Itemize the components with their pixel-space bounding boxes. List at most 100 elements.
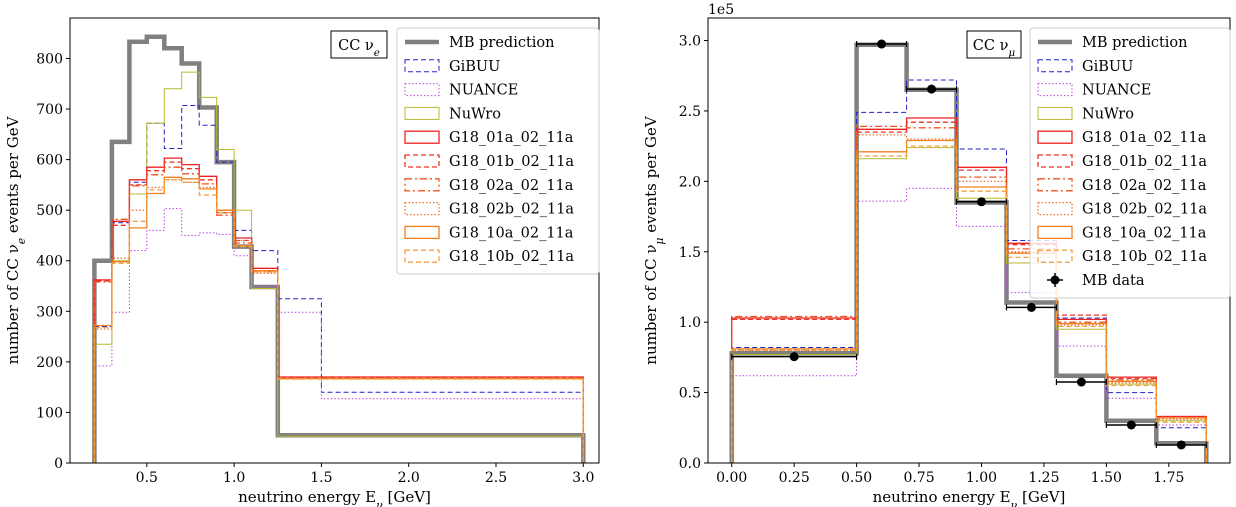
legend-swatch — [1050, 275, 1060, 285]
data-marker — [789, 352, 799, 362]
legend-label: G18_10b_02_11a — [449, 249, 574, 265]
x-axis-label: neutrino energy Eν [GeV] — [238, 488, 431, 507]
chart-1: 0.5 1.0 1.5 2.0 2.5 3.0 0 100 200 300 400 500 600 700… — [4, 17, 600, 507]
x-tick-label: 1.75 — [1153, 470, 1184, 486]
legend-label: G18_10a_02_11a — [449, 225, 574, 241]
legend-label: NUANCE — [1082, 83, 1151, 99]
legend-swatch — [404, 249, 440, 263]
y-tick-label: 0.0 — [679, 456, 701, 472]
chart-2: 0.00 0.25 0.50 0.75 1.00 1.25 1.50 1.75 0.0 0.5 1.… — [642, 2, 1231, 507]
data-marker — [1126, 420, 1136, 430]
tag-label: CC νμ — [973, 38, 1016, 59]
legend-box — [1029, 27, 1231, 299]
y-tick-label: 1.0 — [679, 315, 701, 331]
legend-label: G18_01b_02_11a — [449, 154, 574, 170]
series-line-g18-01a-02-11a — [93, 157, 584, 463]
y-axis-label: number of CC νμ events per GeV — [642, 115, 666, 365]
data-point — [1005, 302, 1058, 312]
y-tick-label: 600 — [36, 153, 63, 169]
data-point — [1105, 420, 1157, 430]
legend-label: G18_02a_02_11a — [1082, 178, 1207, 194]
series-line-g18-10b-02-11a — [93, 179, 584, 463]
data-point — [905, 84, 958, 94]
y-tick-label: 400 — [36, 254, 63, 270]
legend-label: GiBUU — [1082, 59, 1133, 75]
plot-area — [729, 39, 1209, 463]
legend-swatch — [404, 201, 440, 216]
data-marker — [877, 39, 887, 49]
data-point — [955, 197, 1008, 207]
series-line-nuwro — [93, 71, 584, 463]
legend-label: NuWro — [449, 106, 501, 122]
x-tick-label: 0.75 — [903, 470, 934, 486]
data-point — [731, 352, 858, 362]
legend-swatch — [1037, 106, 1073, 120]
legend-label: MB prediction — [1082, 35, 1187, 51]
y-tick-label: 2.5 — [679, 104, 701, 120]
series-line-g18-02b-02-11a — [93, 179, 584, 463]
legend-box — [396, 27, 600, 275]
x-tick-label: 1.5 — [310, 470, 332, 486]
plot-area — [92, 34, 586, 463]
y-tick-label: 100 — [36, 405, 63, 421]
y-tick-label: 700 — [36, 102, 63, 118]
legend-label: G18_01b_02_11a — [1082, 154, 1207, 170]
legend-swatch — [404, 106, 440, 120]
legend-swatch — [1037, 154, 1073, 168]
y-tick-label: 2.0 — [679, 174, 701, 190]
legend-label: G18_01a_02_11a — [1082, 130, 1207, 146]
data-marker — [927, 84, 937, 94]
legend-swatch — [1037, 201, 1073, 216]
y-tick-label: 200 — [36, 355, 63, 371]
legend: MB prediction GiBUU NUANCE NuWro G18_01a_02_… — [396, 27, 600, 275]
series-line-g18-02a-02-11a — [93, 166, 584, 463]
legend-label: NuWro — [1082, 106, 1134, 122]
y-tick-label: 500 — [36, 203, 63, 219]
tag-box — [966, 30, 1022, 59]
x-tick-label: 0.00 — [716, 470, 747, 486]
x-tick-label: 0.50 — [841, 470, 872, 486]
x-axis-label: neutrino energy Eν [GeV] — [873, 488, 1066, 507]
x-tick-label: 1.50 — [1091, 470, 1122, 486]
legend-swatch — [1037, 178, 1073, 192]
x-tick-label: 1.0 — [223, 470, 245, 486]
legend-label: G18_10a_02_11a — [1082, 225, 1207, 241]
legend-swatch — [404, 83, 440, 97]
legend-swatch — [1037, 130, 1073, 144]
legend-swatch — [1037, 225, 1073, 240]
y-tick-label: 1.5 — [679, 245, 701, 261]
series-line-mb-prediction — [92, 34, 586, 463]
data-point — [1055, 377, 1107, 387]
legend-label: G18_02b_02_11a — [1082, 202, 1207, 218]
data-marker — [976, 197, 986, 207]
legend-label: G18_10b_02_11a — [1082, 249, 1207, 265]
legend-swatch — [404, 59, 440, 73]
legend-label: G18_01a_02_11a — [449, 130, 574, 146]
series-line-g18-10a-02-11a — [93, 176, 584, 463]
legend-swatch — [404, 130, 440, 144]
legend-swatch — [404, 178, 440, 192]
legend: MB prediction GiBUU NUANCE NuWro G18_01a_02_… — [1029, 27, 1231, 299]
x-tick-label: 1.25 — [1028, 470, 1059, 486]
tag-label: CC νe — [338, 38, 380, 59]
y-tick-label: 0 — [54, 456, 63, 472]
x-tick-label: 2.0 — [398, 470, 420, 486]
legend-label: MB prediction — [449, 35, 554, 51]
y-tick-label: 0.5 — [679, 386, 701, 402]
legend-label: NUANCE — [449, 83, 518, 99]
data-marker — [1026, 302, 1036, 312]
legend-swatch — [404, 225, 440, 240]
y-tick-label: 800 — [36, 51, 63, 67]
legend-label: MB data — [1082, 273, 1145, 289]
x-tick-label: 3.0 — [572, 470, 594, 486]
data-point — [856, 39, 908, 49]
y-axis-label: number of CC νe events per GeV — [4, 115, 28, 364]
legend-swatch — [404, 154, 440, 168]
data-marker — [1076, 377, 1086, 387]
x-tick-label: 0.5 — [136, 470, 158, 486]
legend-swatch — [1037, 83, 1073, 97]
x-tick-label: 1.00 — [966, 470, 997, 486]
y-offset-label: 1e5 — [708, 2, 734, 18]
series-line-g18-10b-02-11a — [731, 145, 1207, 463]
